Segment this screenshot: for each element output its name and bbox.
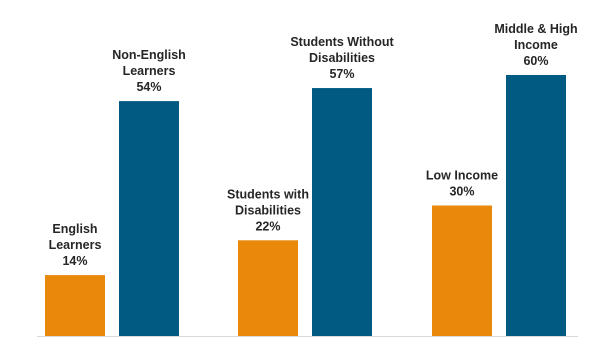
bar-1-category-label-line-0: Non-English: [112, 48, 186, 62]
bar-3-value-label: 57%: [329, 67, 354, 81]
bar-0-value-label: 14%: [62, 254, 87, 268]
bar-5-category-label-line-1: Income: [514, 38, 558, 52]
bar-4-value-label: 30%: [449, 185, 474, 199]
bar-3-category-label-line-1: Disabilities: [309, 51, 375, 65]
bar-5: [506, 75, 566, 336]
bar-5-category-label-line-0: Middle & High: [494, 22, 577, 36]
bar-0: [45, 275, 105, 336]
bar-0-category-label-line-0: English: [52, 222, 97, 236]
bar-3: [312, 88, 372, 336]
labels-layer: English Learners 14% Non-English Learners 54%…: [49, 22, 578, 268]
bar-4: [432, 205, 492, 336]
bar-2: [238, 240, 298, 336]
bar-4-category-label-line-0: Low Income: [426, 169, 498, 183]
bar-2-category-label-line-1: Disabilities: [235, 203, 301, 217]
bar-3-category-label-line-0: Students Without: [290, 35, 394, 49]
bars-layer: [45, 75, 566, 336]
bar-5-value-label: 60%: [523, 54, 548, 68]
bar-0-category-label-line-1: Learners: [49, 238, 102, 252]
bar-2-value-label: 22%: [255, 219, 280, 233]
bar-1-value-label: 54%: [136, 80, 161, 94]
bar-1-category-label-line-1: Learners: [123, 64, 176, 78]
bar-2-category-label-line-0: Students with: [227, 187, 309, 201]
bar-1: [119, 101, 179, 336]
